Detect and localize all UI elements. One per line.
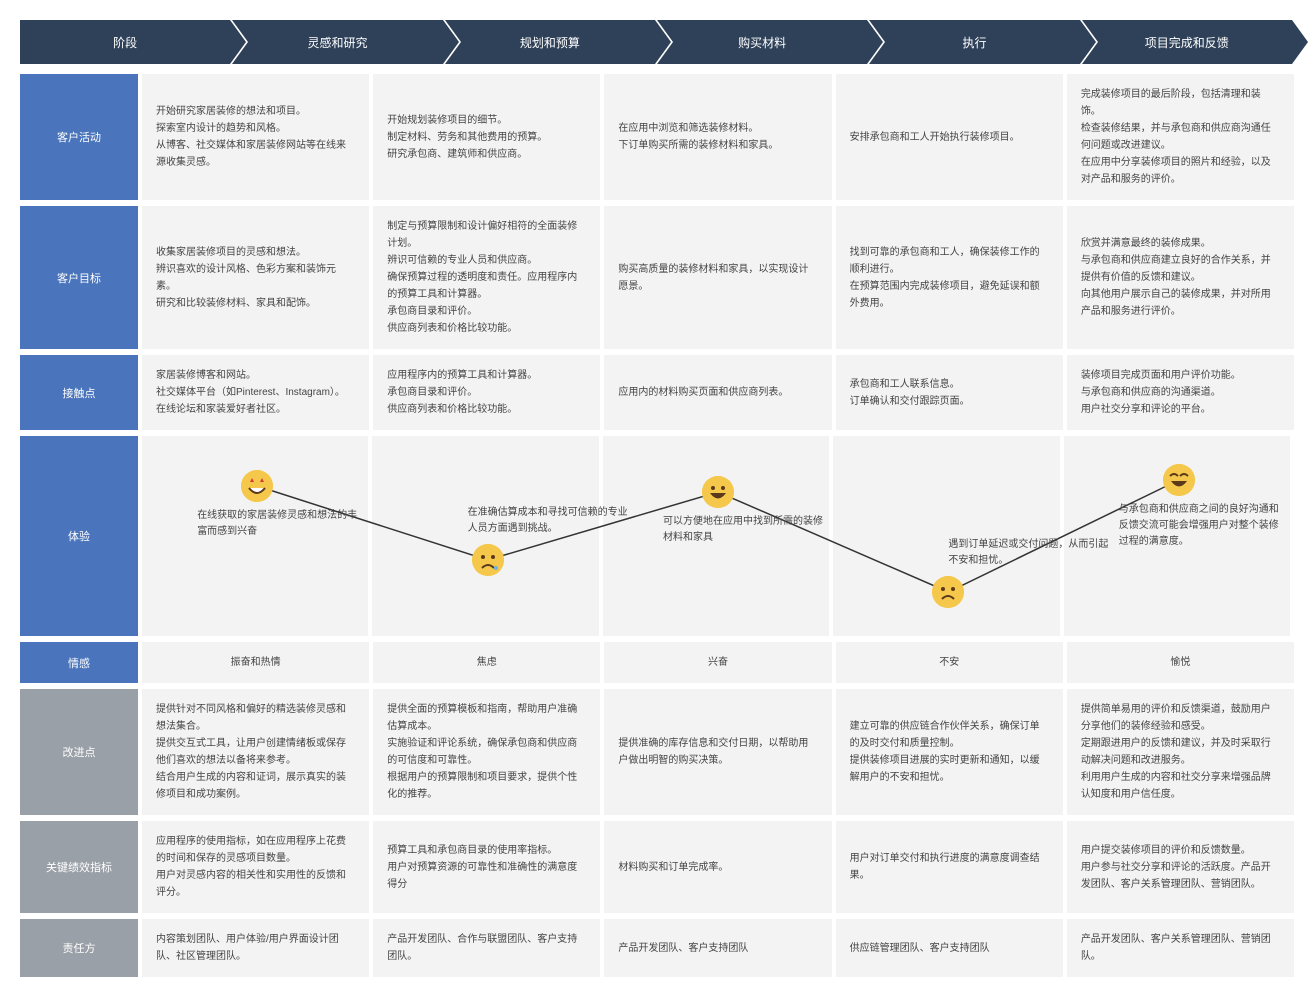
row-label-touchpoints: 接触点 [20,355,138,430]
stage-header-row: 阶段 灵感和研究 规划和预算 购买材料 执行 项目完成和反馈 [20,20,1294,64]
experience-text: 在准确估算成本和寻找可信赖的专业人员方面遇到挑战。 [468,505,628,537]
row-emotions: 情感 振奋和热情 焦虑 兴奋 不安 愉悦 [20,642,1294,683]
emoji-excited-icon [241,470,273,502]
cell: 产品开发团队、客户支持团队 [604,919,831,977]
emoji-sad-icon [932,576,964,608]
cell: 兴奋 [604,642,831,683]
cell: 应用程序的使用指标，如在应用程序上花费的时间和保存的灵感项目数量。用户对灵感内容… [142,821,369,913]
row-owners: 责任方 内容策划团队、用户体验/用户界面设计团队、社区管理团队。 产品开发团队、… [20,919,1294,977]
stage-header: 规划和预算 [445,20,655,64]
row-label-goals: 客户目标 [20,206,138,349]
cell: 收集家居装修项目的灵感和想法。辨识喜欢的设计风格、色彩方案和装饰元素。研究和比较… [142,206,369,349]
cell: 购买高质量的装修材料和家具，以实现设计愿景。 [604,206,831,349]
cell: 产品开发团队、客户关系管理团队、营销团队。 [1067,919,1294,977]
cell: 提供全面的预算模板和指南，帮助用户准确估算成本。实施验证和评论系统，确保承包商和… [373,689,600,815]
row-label-improvements: 改进点 [20,689,138,815]
experience-text: 遇到订单延迟或交付问题，从而引起不安和担忧。 [948,537,1108,569]
stage-header: 灵感和研究 [232,20,442,64]
cell: 提供简单易用的评价和反馈渠道，鼓励用户分享他们的装修经验和感受。定期跟进用户的反… [1067,689,1294,815]
cell: 提供针对不同风格和偏好的精选装修灵感和想法集合。提供交互式工具，让用户创建情绪板… [142,689,369,815]
row-label-activities: 客户活动 [20,74,138,200]
row-experience: 体验 在线获取的家居装修灵感和想法的丰富而感到兴奋 在准确估算成本和寻找可信赖的专… [20,436,1294,636]
cell: 在应用中浏览和筛选装修材料。下订单购买所需的装修材料和家具。 [604,74,831,200]
row-activities: 客户活动 开始研究家居装修的想法和项目。探索室内设计的趋势和风格。从博客、社交媒… [20,74,1294,200]
cell: 欣赏并满意最终的装修成果。与承包商和供应商建立良好的合作关系，并提供有价值的反馈… [1067,206,1294,349]
cell: 完成装修项目的最后阶段，包括清理和装饰。检查装修结果，并与承包商和供应商沟通任何… [1067,74,1294,200]
cell: 应用内的材料购买页面和供应商列表。 [604,355,831,430]
row-goals: 客户目标 收集家居装修项目的灵感和想法。辨识喜欢的设计风格、色彩方案和装饰元素。… [20,206,1294,349]
cell: 供应链管理团队、客户支持团队 [836,919,1063,977]
experience-text: 在线获取的家居装修灵感和想法的丰富而感到兴奋 [197,508,357,540]
row-label-owners: 责任方 [20,919,138,977]
cell: 建立可靠的供应链合作伙伴关系，确保订单的及时交付和质量控制。提供装修项目进展的实… [836,689,1063,815]
row-label-experience: 体验 [20,436,138,636]
experience-text: 与承包商和供应商之间的良好沟通和反馈交流可能会增强用户对整个装修过程的满意度。 [1119,502,1279,550]
cell: 产品开发团队、合作与联盟团队、客户支持团队。 [373,919,600,977]
row-improvements: 改进点 提供针对不同风格和偏好的精选装修灵感和想法集合。提供交互式工具，让用户创… [20,689,1294,815]
row-touchpoints: 接触点 家居装修博客和网站。社交媒体平台（如Pinterest、Instagra… [20,355,1294,430]
emoji-joy-icon [1163,464,1195,496]
row-kpis: 关键绩效指标 应用程序的使用指标，如在应用程序上花费的时间和保存的灵感项目数量。… [20,821,1294,913]
cell: 提供准确的库存信息和交付日期，以帮助用户做出明智的购买决策。 [604,689,831,815]
emoji-happy-icon [702,476,734,508]
journey-map: 阶段 灵感和研究 规划和预算 购买材料 执行 项目完成和反馈 客户活动 开始研究… [20,20,1294,977]
cell: 振奋和热情 [142,642,369,683]
experience-text: 可以方便地在应用中找到所需的装修材料和家具 [663,514,823,546]
cell: 用户提交装修项目的评价和反馈数量。用户参与社交分享和评论的活跃度。产品开发团队、… [1067,821,1294,913]
stage-header: 执行 [869,20,1079,64]
cell: 制定与预算限制和设计偏好相符的全面装修计划。辨识可信赖的专业人员和供应商。确保预… [373,206,600,349]
stage-header: 阶段 [20,20,230,64]
cell: 愉悦 [1067,642,1294,683]
cell: 应用程序内的预算工具和计算器。承包商目录和评价。供应商列表和价格比较功能。 [373,355,600,430]
cell: 承包商和工人联系信息。订单确认和交付跟踪页面。 [836,355,1063,430]
cell: 材料购买和订单完成率。 [604,821,831,913]
cell: 家居装修博客和网站。社交媒体平台（如Pinterest、Instagram）。在… [142,355,369,430]
cell: 开始研究家居装修的想法和项目。探索室内设计的趋势和风格。从博客、社交媒体和家居装… [142,74,369,200]
stage-header: 购买材料 [657,20,867,64]
cell: 内容策划团队、用户体验/用户界面设计团队、社区管理团队。 [142,919,369,977]
stage-header: 项目完成和反馈 [1082,20,1292,64]
experience-body: 在线获取的家居装修灵感和想法的丰富而感到兴奋 在准确估算成本和寻找可信赖的专业人员… [142,436,1294,636]
cell: 开始规划装修项目的细节。制定材料、劳务和其他费用的预算。研究承包商、建筑师和供应… [373,74,600,200]
emoji-worried-icon [472,544,504,576]
cell: 装修项目完成页面和用户评价功能。与承包商和供应商的沟通渠道。用户社交分享和评论的… [1067,355,1294,430]
cell: 找到可靠的承包商和工人，确保装修工作的顺利进行。在预算范围内完成装修项目，避免延… [836,206,1063,349]
cell: 安排承包商和工人开始执行装修项目。 [836,74,1063,200]
cell: 预算工具和承包商目录的使用率指标。用户对预算资源的可靠性和准确性的满意度得分 [373,821,600,913]
cell: 用户对订单交付和执行进度的满意度调查结果。 [836,821,1063,913]
row-label-emotions: 情感 [20,642,138,683]
cell: 不安 [836,642,1063,683]
cell: 焦虑 [373,642,600,683]
row-label-kpis: 关键绩效指标 [20,821,138,913]
